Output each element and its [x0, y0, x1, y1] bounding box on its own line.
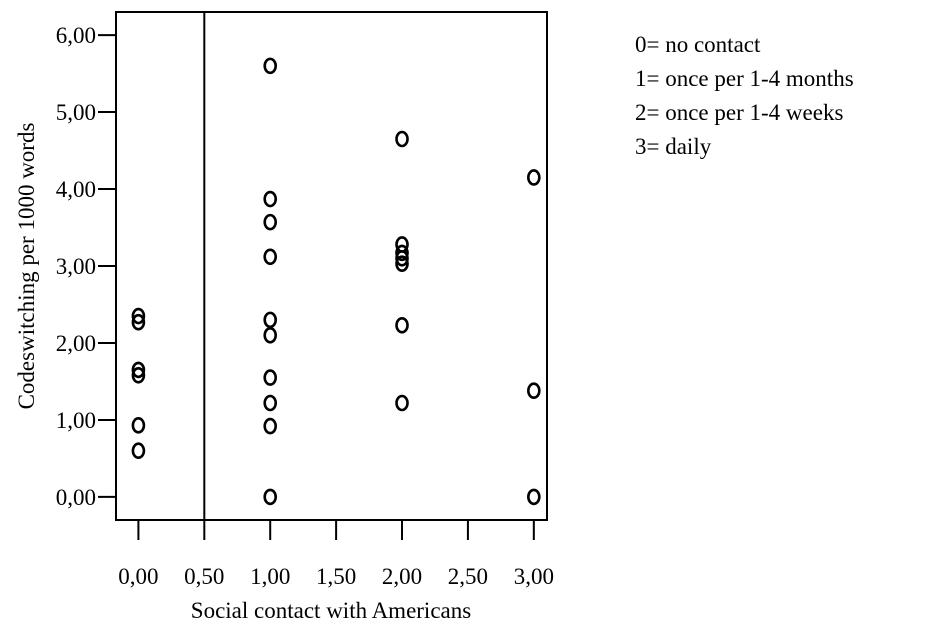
y-tick-label: 3,00	[56, 254, 96, 279]
data-point	[131, 361, 146, 379]
data-point	[263, 394, 278, 412]
plot-frame	[115, 11, 548, 521]
legend-item-2: 2= once per 1-4 weeks	[635, 100, 843, 125]
data-point	[263, 488, 278, 506]
legend-item-3: 3= daily	[635, 134, 712, 159]
x-tick-label: 2,50	[448, 564, 488, 589]
x-tick-label: 1,50	[316, 564, 356, 589]
data-point	[527, 169, 541, 186]
x-tick-label: 2,00	[382, 564, 422, 589]
data-point	[395, 316, 409, 334]
data-point	[131, 307, 146, 325]
data-point	[131, 442, 146, 460]
data-points	[131, 57, 541, 506]
y-tick-label: 1,00	[56, 408, 96, 433]
data-point	[263, 311, 278, 329]
data-point	[263, 417, 278, 435]
data-point	[263, 248, 278, 266]
data-point	[395, 255, 409, 272]
data-point	[263, 326, 278, 344]
y-tick-label: 2,00	[56, 331, 96, 356]
data-point	[263, 213, 278, 231]
y-axis: 0,00 1,00 2,00 3,00 4,00 5,00 6,00	[56, 23, 116, 510]
x-tick-label: 3,00	[514, 564, 554, 589]
data-point	[131, 313, 146, 331]
y-tick-label: 4,00	[56, 177, 96, 202]
y-tick-label: 6,00	[56, 23, 96, 48]
data-point	[395, 394, 409, 412]
data-point	[395, 244, 409, 262]
data-point	[263, 57, 278, 75]
x-axis: 0,00 0,50 1,00 1,50 2,00 2,50 3,00	[118, 520, 554, 589]
data-point	[263, 369, 278, 386]
data-point	[131, 417, 146, 434]
x-axis-title: Social contact with Americans	[191, 598, 471, 623]
data-point	[263, 190, 278, 208]
x-tick-label: 0,50	[184, 564, 224, 589]
legend: 0= no contact 1= once per 1-4 months 2= …	[635, 32, 854, 159]
data-point	[395, 130, 409, 148]
data-point	[395, 250, 409, 267]
data-point	[131, 366, 146, 384]
data-point	[527, 488, 541, 506]
y-axis-title: Codeswitching per 1000 words	[14, 123, 39, 410]
y-tick-label: 0,00	[56, 485, 96, 510]
legend-item-1: 1= once per 1-4 months	[635, 66, 854, 91]
data-point	[527, 382, 541, 399]
x-tick-label: 1,00	[250, 564, 290, 589]
legend-item-0: 0= no contact	[635, 32, 761, 57]
y-tick-label: 5,00	[56, 100, 96, 125]
x-tick-label: 0,00	[118, 564, 158, 589]
